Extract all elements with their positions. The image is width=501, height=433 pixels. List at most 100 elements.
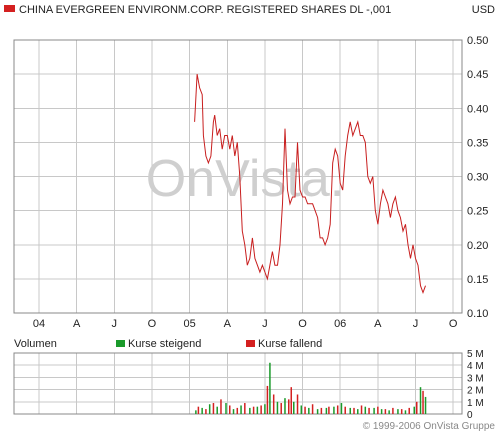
volume-bar-up [225, 403, 227, 414]
volume-bar-up [264, 404, 266, 414]
volume-bar-down [344, 406, 346, 414]
volume-bar-down [212, 403, 215, 414]
volume-bar-down [377, 406, 379, 414]
price-legend-swatch [4, 5, 15, 12]
volume-bar-down [236, 407, 239, 414]
volume-bar-up [404, 410, 407, 414]
volume-bar-down [384, 409, 387, 414]
volume-bar-up [397, 409, 399, 414]
volume-y-tick-label: 5 M [467, 349, 484, 360]
volume-bar-down [296, 394, 299, 414]
legend-rising: Kurse steigend [116, 338, 201, 350]
legend-falling: Kurse fallend [246, 338, 322, 350]
volume-bar-up [364, 406, 367, 414]
volume-bar-down [328, 406, 330, 414]
price-y-tick-label: 0.20 [467, 240, 488, 252]
price-x-tick-label: 06 [334, 318, 346, 330]
price-y-tick-label: 0.25 [467, 206, 488, 218]
volume-bar-up [349, 407, 351, 414]
legend-rising-swatch [116, 340, 125, 347]
volume-bar-down [320, 407, 323, 414]
watermark: OnVista. [146, 150, 344, 208]
price-y-tick-label: 0.10 [467, 308, 488, 320]
volume-bar-down [272, 394, 275, 414]
volume-bar-up [316, 409, 319, 414]
price-x-tick-label: O [449, 318, 458, 330]
volume-y-tick-label: 3 M [467, 373, 484, 384]
price-y-tick-label: 0.50 [467, 35, 488, 47]
legend-falling-label: Kurse fallend [258, 338, 323, 350]
volume-bar-up [308, 407, 310, 414]
volume-bar-up [300, 405, 303, 414]
price-x-tick-label: J [262, 318, 268, 330]
volume-bar-up [201, 407, 203, 414]
volume-bar-up [284, 398, 286, 414]
volume-bar-down [353, 407, 355, 414]
volume-bar-down [408, 407, 410, 414]
volume-bar-up [325, 407, 328, 414]
volume-bars [195, 362, 427, 414]
volume-bar-down [287, 399, 290, 414]
price-line [194, 74, 426, 294]
price-y-axis: 0.50 0.45 0.40 0.35 0.30 0.25 0.20 0.15 0.10 [467, 35, 488, 320]
volume-bar-up [269, 362, 271, 414]
price-x-axis: 04 A J O 05 A J O 06 A J O [33, 318, 458, 330]
volume-bar-up [340, 403, 343, 414]
volume-bar-down [400, 409, 403, 414]
volume-bar-down [280, 403, 282, 414]
price-y-tick-label: 0.30 [467, 172, 488, 184]
volume-bar-down [290, 387, 293, 414]
price-x-tick-label: O [148, 318, 157, 330]
volume-bar-down [197, 406, 200, 414]
volume-bar-down [311, 404, 314, 414]
volume-bar-up [216, 406, 218, 414]
volume-y-axis: 5 M4 M3 M 2 M1 M0 [467, 349, 484, 421]
volume-bar-down [392, 407, 394, 414]
copyright-text: © 1999-2006 OnVista Gruppe [362, 421, 495, 432]
volume-panel-border [13, 352, 463, 415]
price-x-tick-label: J [112, 318, 118, 330]
volume-bar-down [252, 406, 255, 414]
volume-bar-up [276, 401, 279, 414]
volume-bar-up [333, 406, 335, 414]
legend-rising-label: Kurse steigend [128, 338, 202, 350]
chart-title-text: CHINA EVERGREEN ENVIRONM.CORP. REGISTERE… [19, 4, 392, 16]
volume-bar-up [419, 387, 422, 414]
volume-bar-down [220, 399, 222, 414]
volume-bar-up [388, 410, 390, 414]
volume-bar-up [208, 404, 211, 414]
chart-title: CHINA EVERGREEN ENVIRONM.CORP. REGISTERE… [4, 4, 391, 16]
volume-bar-down [368, 407, 370, 414]
price-x-tick-label: J [413, 318, 419, 330]
price-y-tick-label: 0.35 [467, 137, 488, 149]
volume-bar-up [249, 407, 251, 414]
volume-y-tick-label: 0 [467, 410, 473, 421]
price-x-tick-label: 05 [183, 318, 195, 330]
volume-bar-up [424, 396, 427, 414]
volume-bar-down [244, 403, 246, 414]
volume-bar-down [304, 406, 306, 414]
price-y-tick-label: 0.15 [467, 274, 488, 286]
volume-bar-up [256, 406, 259, 414]
price-y-tick-label: 0.45 [467, 69, 488, 81]
volume-bar-down [416, 401, 418, 414]
volume-bar-up [195, 410, 197, 414]
volume-bar-up [232, 409, 235, 414]
price-x-tick-label: A [374, 318, 382, 330]
price-x-tick-label: 04 [33, 318, 45, 330]
volume-y-tick-label: 1 M [467, 398, 484, 409]
volume-grid [14, 352, 462, 415]
volume-bar-down [360, 405, 363, 414]
price-panel-border [13, 39, 463, 314]
volume-bar-up [293, 401, 295, 414]
price-x-tick-label: A [73, 318, 81, 330]
volume-bar-down [422, 390, 424, 414]
volume-bar-down [229, 405, 231, 414]
legend-falling-swatch [246, 340, 255, 347]
volume-bar-down [336, 405, 339, 414]
volume-bar-up [373, 407, 375, 414]
volume-y-tick-label: 4 M [467, 361, 484, 372]
currency-label: USD [471, 4, 495, 16]
